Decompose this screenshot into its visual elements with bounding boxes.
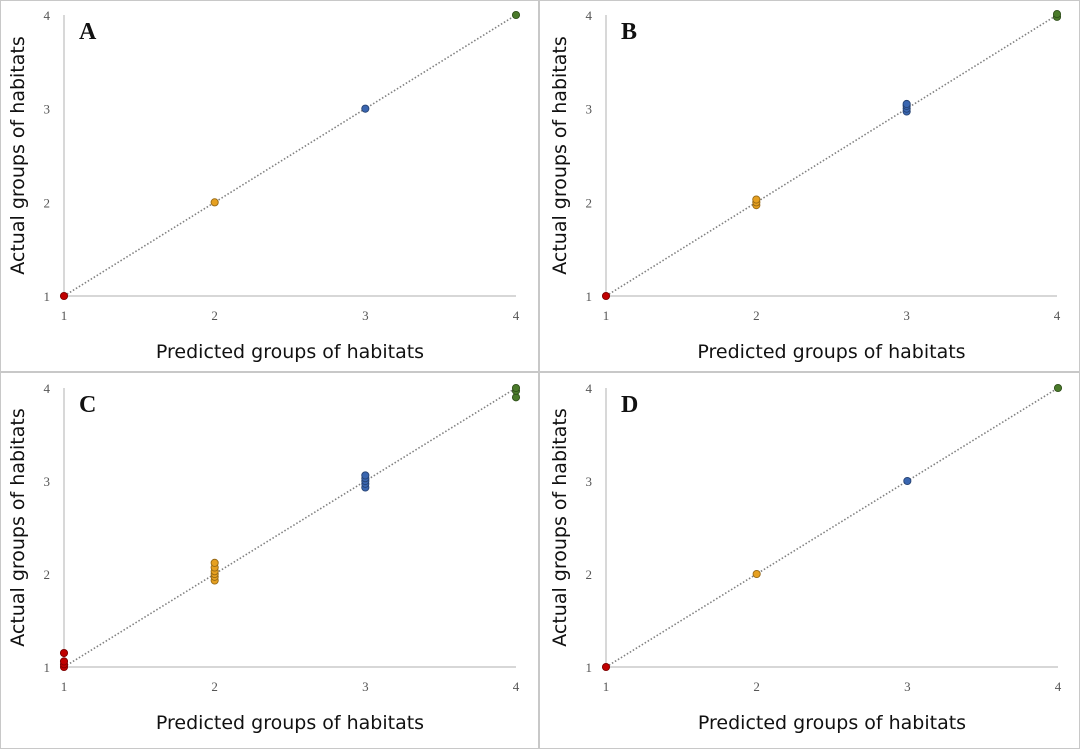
panel-a-data-point (210, 198, 219, 207)
panel-a-x-tick: 3 (362, 308, 369, 323)
panel-b-trendline (605, 14, 1058, 297)
panel-c-y-tick: 4 (44, 381, 51, 396)
panel-a-y-tick: 3 (44, 102, 51, 117)
panel-c-x-tick: 2 (211, 679, 218, 694)
panel-b-y-tick: 3 (586, 102, 593, 117)
panel-d-data-point (752, 569, 761, 579)
panel-d-x-tick: 2 (753, 679, 760, 694)
panel-d-trendline (605, 387, 1059, 668)
panel-a: 1 2 3 4 1 2 3 4 A Predicted groups of ha… (7, 8, 521, 363)
panel-c-x-axis-label: Predicted groups of habitats (156, 712, 424, 734)
panel-c-y-axis-label: Actual groups of habitats (7, 408, 29, 647)
panel-d-x-tick: 3 (904, 679, 911, 694)
panel-c-x-tick: 4 (513, 679, 520, 694)
panel-c-letter: C (79, 392, 96, 418)
panel-c: 1 2 3 4 1 2 3 4 C Predicted groups of ha… (7, 381, 521, 734)
panel-a-x-tick: 2 (211, 308, 218, 323)
panel-a-letter: A (79, 19, 97, 45)
panel-d-x-tick: 1 (603, 679, 610, 694)
panel-a-y-tick: 4 (44, 8, 51, 23)
panel-c-data-point (361, 471, 370, 480)
panel-d-data-point (601, 662, 611, 672)
panel-d: 1 2 3 4 1 2 3 4 D Predicted groups of ha… (549, 381, 1063, 734)
panel-d-x-axis-label: Predicted groups of habitats (698, 712, 966, 734)
panel-c-x-tick: 3 (362, 679, 369, 694)
panel-b-x-tick: 4 (1054, 308, 1061, 323)
panel-b-x-tick: 2 (753, 308, 760, 323)
panel-a-y-axis-label: Actual groups of habitats (7, 36, 29, 275)
panel-a-data-point (361, 104, 370, 113)
panel-d-data-point (903, 476, 912, 486)
panel-d-letter: D (621, 392, 638, 418)
panel-b-y-tick: 2 (586, 195, 593, 210)
panel-d-data-point (1053, 383, 1063, 393)
panel-b-letter: B (621, 19, 637, 45)
panel-c-data-point (210, 558, 219, 567)
panel-d-y-tick: 4 (586, 381, 593, 396)
panel-a-trendline (63, 14, 517, 297)
panel-b-data-point (601, 291, 611, 301)
panel-a-y-tick: 1 (44, 289, 51, 304)
panel-a-data-point (59, 291, 69, 301)
panel-c-data-point (59, 649, 69, 658)
panel-a-x-tick: 4 (513, 308, 520, 323)
panel-c-y-tick: 1 (44, 660, 51, 675)
panel-b-data-point (1052, 10, 1062, 19)
panel-a-x-tick: 1 (61, 308, 68, 323)
panel-c-data-point (511, 383, 521, 393)
panel-d-y-tick: 2 (586, 567, 593, 582)
panel-a-y-tick: 2 (44, 195, 51, 210)
panel-a-data-point (511, 10, 521, 20)
panel-b-data-point (902, 99, 911, 109)
panel-b-y-axis-label: Actual groups of habitats (549, 36, 571, 275)
panel-c-data-point (59, 657, 69, 666)
panel-b-y-tick: 4 (586, 8, 593, 23)
panel-d-y-axis-label: Actual groups of habitats (549, 408, 571, 647)
panel-b-x-tick: 1 (603, 308, 610, 323)
panel-c-x-tick: 1 (61, 679, 68, 694)
panel-c-y-tick: 2 (44, 567, 51, 582)
panel-c-trendline (63, 387, 517, 668)
panel-c-y-tick: 3 (44, 474, 51, 489)
panel-b-y-tick: 1 (586, 289, 593, 304)
panel-b: 1 2 3 4 1 2 3 4 B Predicted groups of ha… (549, 8, 1062, 363)
panel-b-x-axis-label: Predicted groups of habitats (697, 341, 965, 363)
panel-d-x-tick: 4 (1055, 679, 1062, 694)
panel-d-y-tick: 3 (586, 474, 593, 489)
panel-b-x-tick: 3 (903, 308, 910, 323)
panel-d-y-tick: 1 (586, 660, 593, 675)
panel-b-data-point (752, 195, 761, 204)
panel-a-x-axis-label: Predicted groups of habitats (156, 341, 424, 363)
